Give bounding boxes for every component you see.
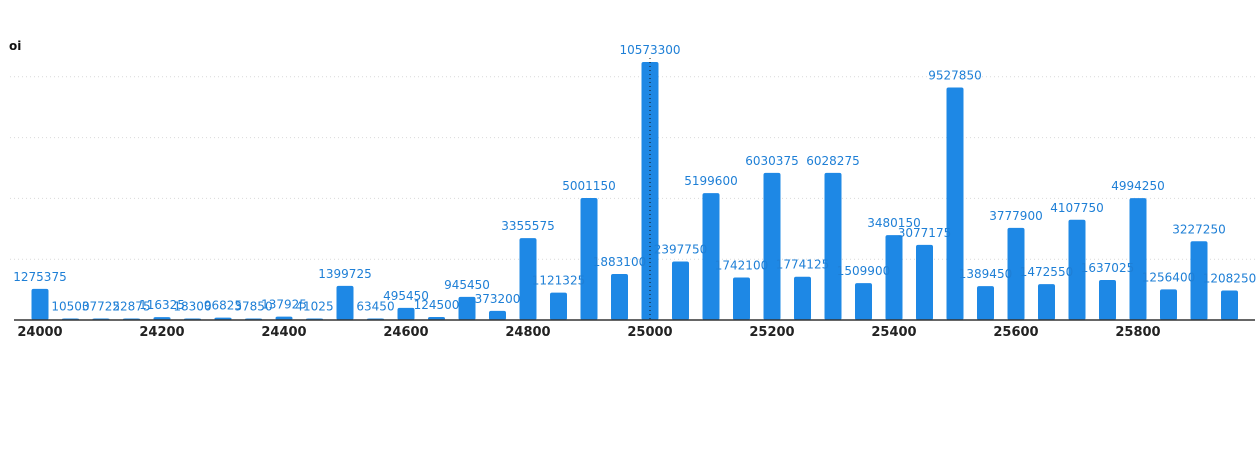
data-label-24850: 1121325 — [532, 274, 585, 288]
bar-24950 — [611, 274, 628, 320]
x-tick-labels: 24000 24200 24400 24600 24800 25000 25200 25400… — [17, 325, 1160, 340]
data-label-25550: 1389450 — [959, 267, 1012, 281]
bar-25950 — [1221, 290, 1238, 320]
gridlines — [10, 76, 1255, 260]
bar-25900 — [1190, 241, 1208, 320]
bar-25700 — [1068, 219, 1086, 320]
bar-25450 — [916, 244, 933, 320]
x-tick-25800: 25800 — [1115, 325, 1160, 340]
bar-25600 — [1007, 227, 1025, 320]
data-label-25500: 9527850 — [928, 69, 981, 83]
data-label-24050: 10500 — [51, 300, 89, 314]
bar-25500 — [946, 87, 964, 320]
bar-25100 — [702, 193, 720, 320]
bar-25050 — [672, 261, 689, 320]
bar-25750 — [1099, 280, 1116, 320]
data-label-25150: 1742100 — [715, 258, 768, 272]
bars — [31, 62, 1238, 320]
data-label-25400: 3480150 — [867, 216, 920, 230]
data-label-25300: 6028275 — [806, 154, 859, 168]
x-tick-24600: 24600 — [383, 325, 428, 340]
data-label-24900: 5001150 — [562, 179, 615, 193]
data-label-24450: 41025 — [295, 300, 333, 314]
bar-24900 — [580, 197, 598, 320]
data-label-24250: 18300 — [173, 300, 211, 314]
bar-24800 — [519, 238, 537, 320]
data-label-24600: 495450 — [383, 289, 429, 303]
bar-25250 — [794, 276, 811, 320]
data-label-24650: 124500 — [414, 298, 460, 312]
bar-25400 — [885, 235, 903, 320]
data-label-25850: 1256400 — [1142, 270, 1195, 284]
bar-24400 — [275, 316, 293, 320]
data-label-24100: 37725 — [82, 300, 120, 314]
data-label-25200: 6030375 — [745, 154, 798, 168]
x-tick-24200: 24200 — [139, 325, 184, 340]
bar-25150 — [733, 277, 750, 320]
bar-25800 — [1129, 198, 1147, 320]
x-tick-25200: 25200 — [749, 325, 794, 340]
bar-25200 — [763, 172, 781, 320]
bar-24600 — [397, 307, 415, 320]
data-label-24800: 3355575 — [501, 219, 554, 233]
x-tick-24400: 24400 — [261, 325, 306, 340]
data-label-25050: 2397750 — [654, 242, 707, 256]
bar-24500 — [336, 285, 354, 320]
data-labels: 1275375105003772522875116325183009682537… — [13, 43, 1256, 314]
bar-25350 — [855, 283, 872, 320]
data-label-25600: 3777900 — [989, 209, 1042, 223]
bar-24000 — [31, 288, 49, 320]
bar-24700 — [458, 296, 476, 320]
data-label-25700: 4107750 — [1050, 201, 1103, 215]
data-label-24000: 1275375 — [13, 270, 66, 284]
data-label-25900: 3227250 — [1172, 222, 1225, 236]
data-label-25650: 1472550 — [1020, 265, 1073, 279]
x-tick-24800: 24800 — [505, 325, 550, 340]
data-label-24300: 96825 — [204, 299, 242, 313]
data-label-24950: 1883100 — [593, 255, 646, 269]
y-axis-label: oi — [9, 39, 21, 53]
data-label-24700: 945450 — [444, 278, 490, 292]
bar-25300 — [824, 172, 842, 320]
bar-25850 — [1160, 289, 1177, 320]
data-label-24350: 37850 — [234, 300, 272, 314]
bar-25650 — [1038, 284, 1055, 320]
data-label-25000: 10573300 — [619, 43, 680, 57]
bar-25550 — [977, 286, 994, 320]
data-label-25750: 1637025 — [1081, 261, 1134, 275]
x-tick-25400: 25400 — [871, 325, 916, 340]
data-label-25950: 1208250 — [1203, 272, 1256, 286]
data-label-25350: 1509900 — [837, 264, 890, 278]
data-label-25250: 1774125 — [776, 258, 829, 272]
data-label-24400: 137925 — [261, 298, 307, 312]
bar-24750 — [489, 310, 506, 320]
bar-24850 — [550, 292, 567, 320]
x-tick-24000: 24000 — [17, 325, 62, 340]
data-label-25800: 4994250 — [1111, 179, 1164, 193]
data-label-25450: 3077175 — [898, 226, 951, 240]
data-label-24200: 116325 — [139, 298, 185, 312]
data-label-24150: 22875 — [112, 300, 150, 314]
data-label-24550: 63450 — [356, 299, 394, 313]
data-label-24500: 1399725 — [318, 267, 371, 281]
data-label-24750: 373200 — [475, 292, 521, 306]
data-label-25100: 5199600 — [684, 174, 737, 188]
x-tick-25000: 25000 — [627, 325, 672, 340]
x-tick-25600: 25600 — [993, 325, 1038, 340]
